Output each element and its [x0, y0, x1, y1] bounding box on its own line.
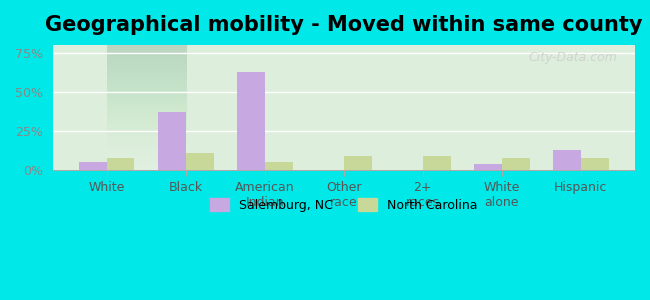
- Bar: [502, 158, 530, 170]
- Legend: Salemburg, NC, North Carolina: Salemburg, NC, North Carolina: [205, 193, 482, 217]
- Bar: [186, 153, 213, 170]
- Text: City-Data.com: City-Data.com: [528, 51, 618, 64]
- Bar: [79, 162, 107, 170]
- Bar: [265, 162, 292, 170]
- Title: Geographical mobility - Moved within same county: Geographical mobility - Moved within sam…: [45, 15, 643, 35]
- Bar: [423, 156, 450, 170]
- Bar: [158, 112, 186, 170]
- Bar: [474, 164, 502, 170]
- Bar: [237, 71, 265, 170]
- Bar: [344, 156, 372, 170]
- Bar: [107, 158, 135, 170]
- Bar: [581, 158, 608, 170]
- Bar: [553, 150, 581, 170]
